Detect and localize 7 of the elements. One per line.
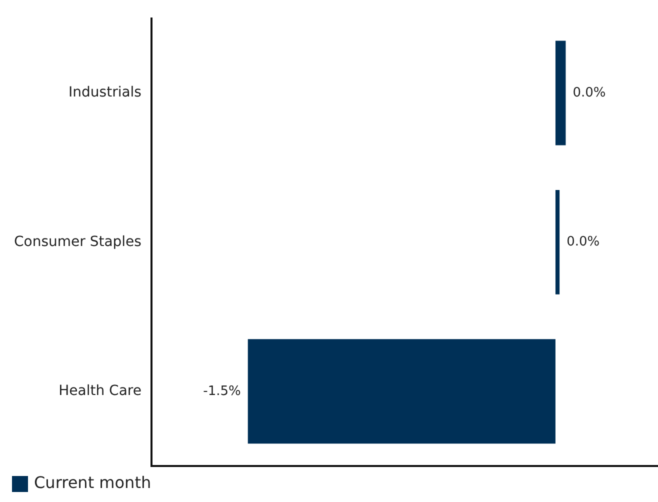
data-label: 0.0% [566,234,600,250]
data-label: -1.5% [203,384,241,399]
legend-label: Current month [34,473,152,492]
data-label: 0.0% [572,85,606,100]
y-tick-label: Industrials [68,84,142,101]
y-tick-label: Health Care [58,383,142,400]
y-tick-label: Consumer Staples [14,234,142,250]
